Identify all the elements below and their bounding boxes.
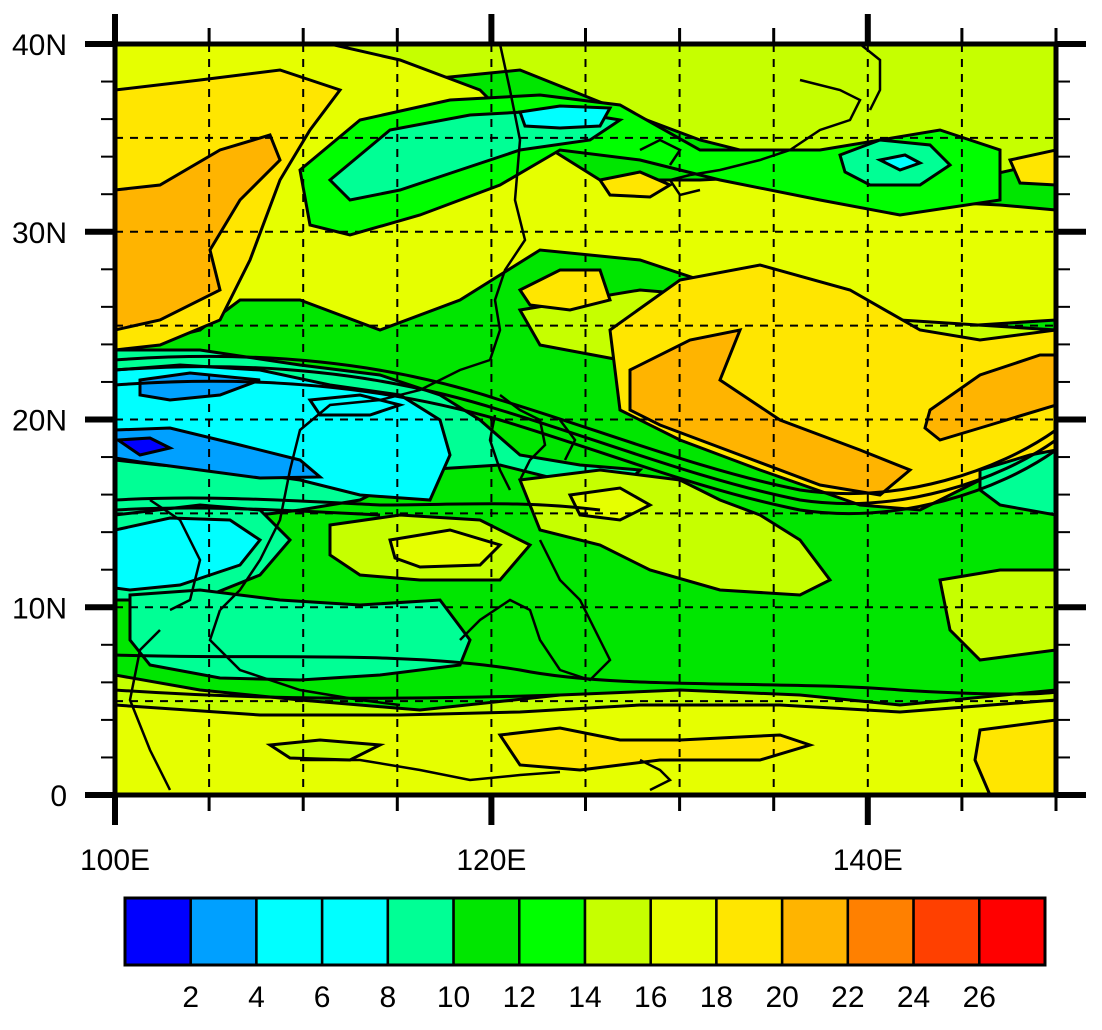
x-tick-label: 100E — [80, 844, 150, 877]
y-tick-label: 40N — [12, 29, 67, 62]
contour-fill — [875, 153, 924, 172]
coastlines — [128, 44, 882, 792]
x-axis-labels: 100E 120E 140E — [80, 844, 903, 877]
colorbar-swatch — [978, 896, 1047, 967]
contour-fill — [1007, 148, 1056, 187]
colorbar-label: 10 — [437, 981, 470, 1014]
colorbar-label: 20 — [765, 981, 798, 1014]
contour-fill — [115, 436, 175, 457]
colorbar-label: 22 — [831, 981, 864, 1014]
colorbar-label: 18 — [700, 981, 733, 1014]
colorbar-swatch — [123, 896, 192, 967]
y-tick-label: 0 — [50, 780, 67, 813]
axis-ticks — [85, 14, 1086, 825]
y-tick-label: 10N — [12, 592, 67, 625]
colorbar-swatch — [255, 896, 324, 967]
y-axis-labels: 0 10N 20N 30N 40N — [12, 29, 67, 813]
y-tick-label: 30N — [12, 217, 67, 250]
contour-fill — [938, 568, 1056, 662]
contour-fill — [517, 268, 612, 312]
contour-fill — [973, 718, 1056, 795]
contour-fill — [138, 371, 261, 402]
colorbar-swatch — [649, 896, 718, 967]
colorbar-label: 12 — [503, 981, 536, 1014]
colorbar-label: 16 — [634, 981, 667, 1014]
colorbar-label: 2 — [182, 981, 199, 1014]
colorbar-swatch — [715, 896, 784, 967]
colorbar-label: 6 — [314, 981, 331, 1014]
contour-fill — [497, 726, 815, 772]
colorbar-label: 4 — [248, 981, 265, 1014]
y-tick-label: 20N — [12, 405, 67, 438]
colorbar-labels: 2 4 6 8 10 12 14 16 18 20 22 24 26 — [182, 981, 996, 1014]
colorbar-label: 14 — [568, 981, 601, 1014]
contour-fill — [517, 104, 613, 130]
contour-fill — [567, 486, 654, 522]
contour-lines — [115, 354, 1056, 700]
contour-fill — [628, 327, 913, 497]
colorbar-label: 8 — [380, 981, 397, 1014]
colorbar-swatch — [780, 896, 850, 967]
colorbar-swatch — [583, 896, 652, 967]
colorbar-swatch — [846, 896, 915, 967]
colorbar-swatch — [452, 896, 521, 967]
colorbar — [123, 896, 1047, 967]
x-tick-label: 120E — [456, 844, 526, 877]
graticule — [115, 44, 1056, 795]
contour-fill — [327, 108, 624, 202]
colorbar-label: 24 — [897, 981, 930, 1014]
contour-fill — [115, 516, 263, 592]
colorbar-swatch — [518, 896, 587, 967]
colorbar-swatch — [189, 896, 258, 967]
colorbar-swatch — [320, 896, 390, 967]
colorbar-label: 26 — [963, 981, 996, 1014]
colorbar-swatch — [912, 896, 981, 967]
x-tick-label: 140E — [833, 844, 903, 877]
contour-fill — [388, 528, 503, 569]
contour-fill — [265, 738, 386, 762]
contour-fill — [115, 426, 325, 480]
map-area — [115, 44, 1056, 795]
contour-fill — [597, 170, 674, 199]
colorbar-frame — [123, 896, 1047, 967]
colorbar-swatch — [386, 896, 455, 967]
